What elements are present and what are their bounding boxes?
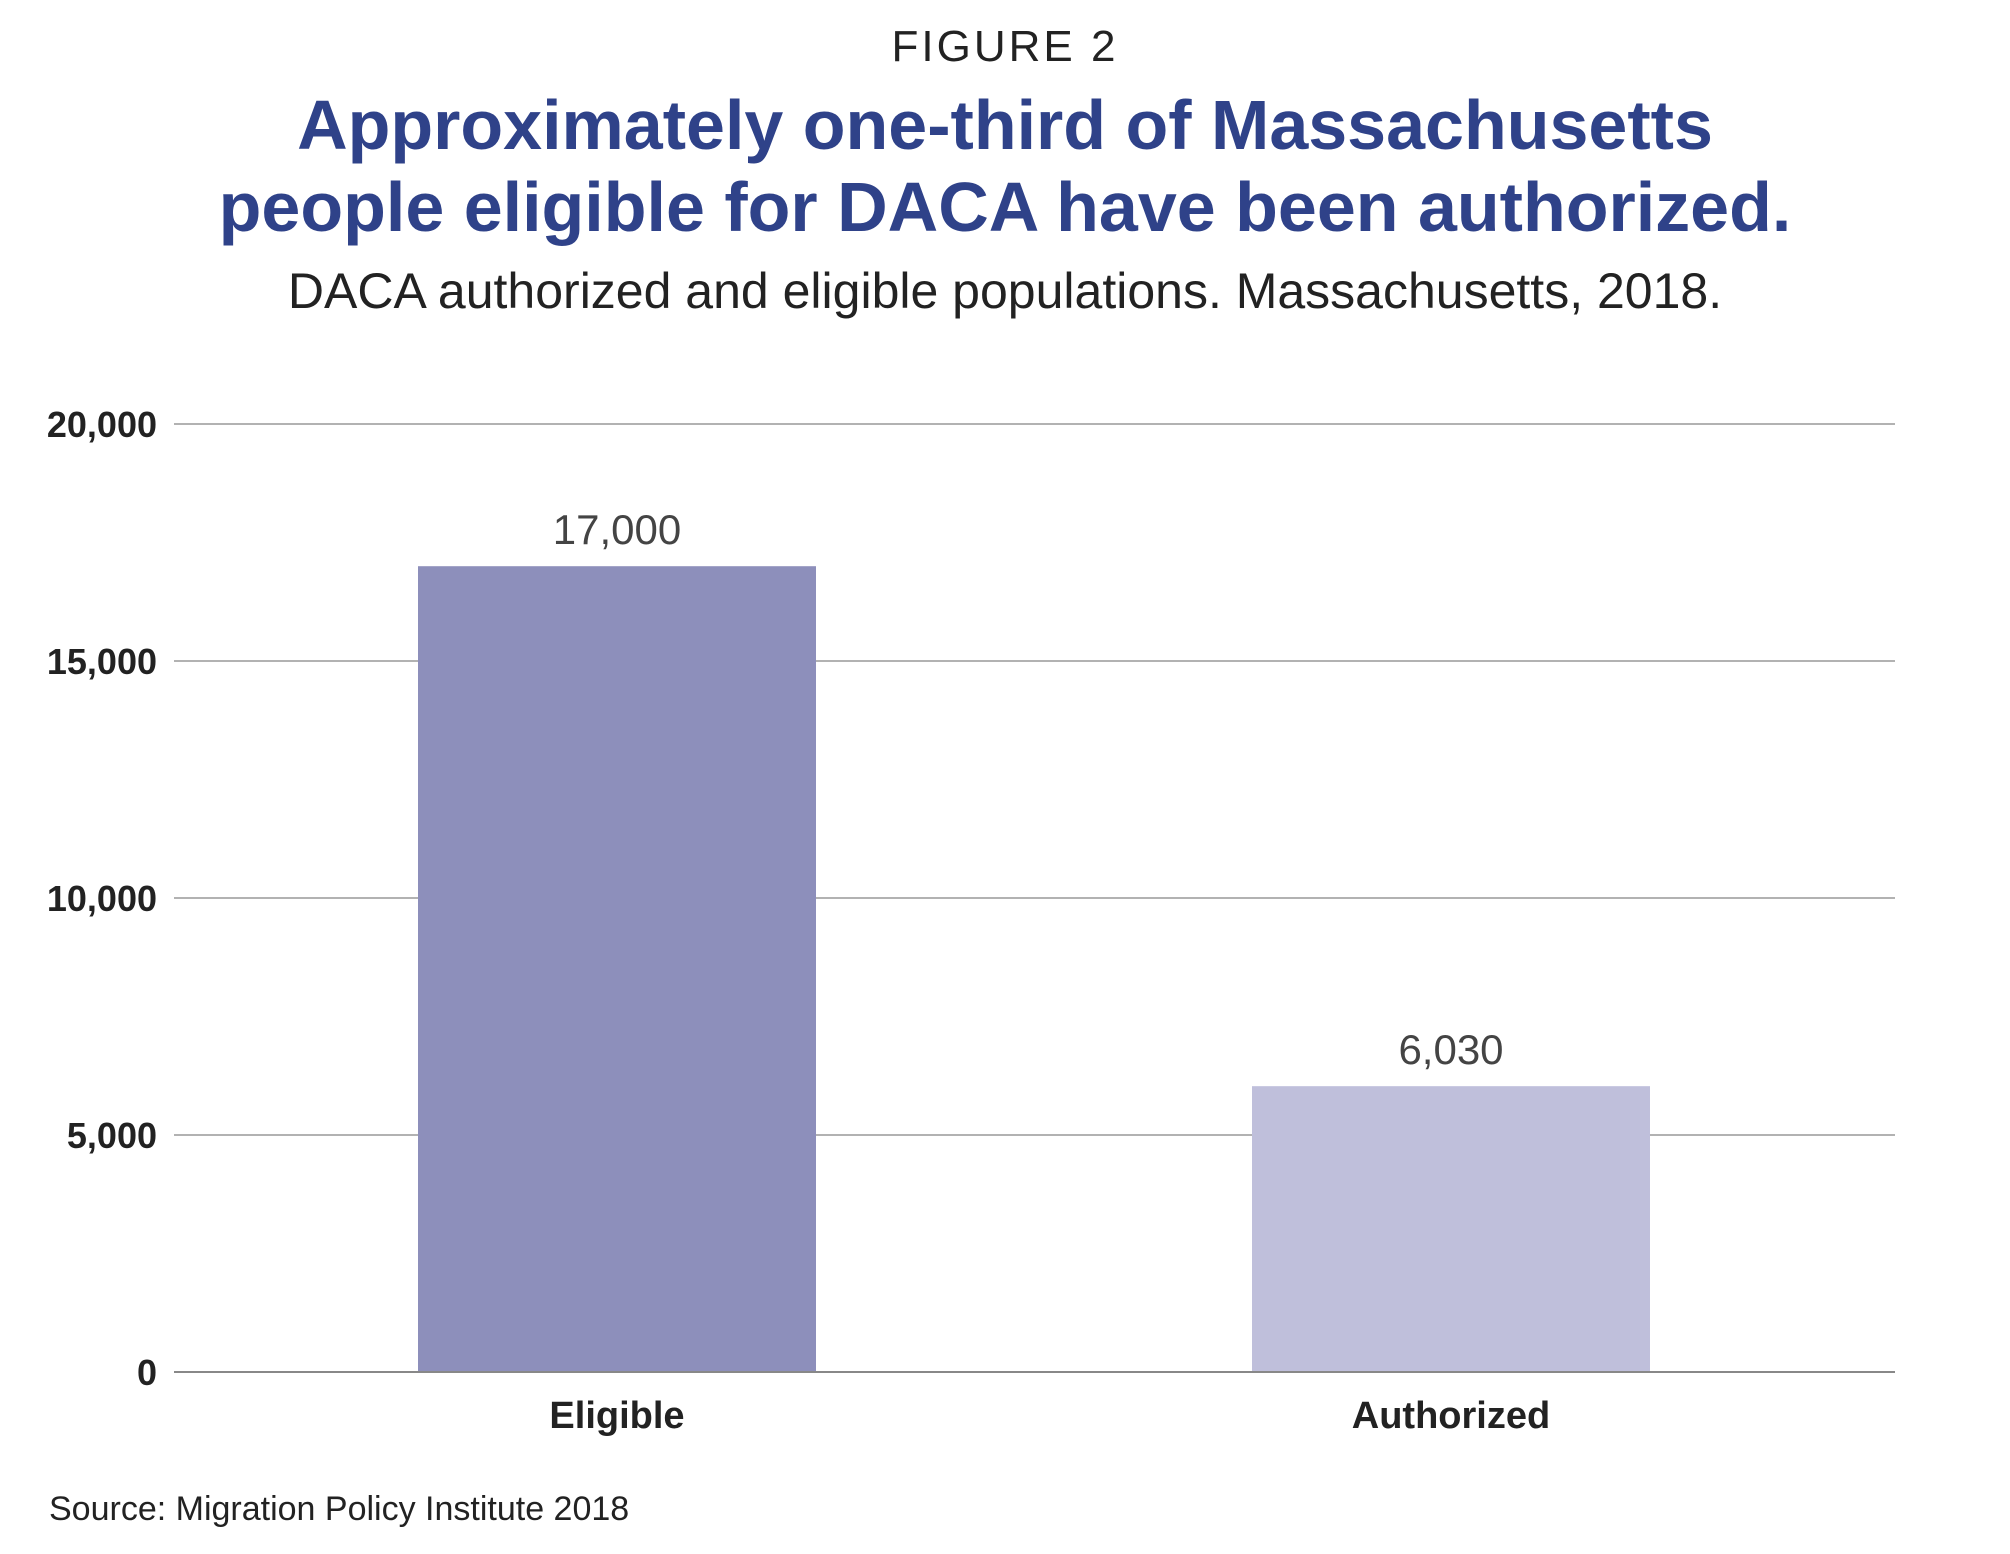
y-tick-label: 15,000: [47, 641, 157, 682]
chart-subtitle: DACA authorized and eligible populations…: [287, 263, 1723, 319]
chart-title-line-1: Approximately one-third of Massachusetts: [297, 86, 1713, 164]
data-label: 17,000: [553, 506, 681, 553]
figure-label: FIGURE 2: [891, 22, 1119, 71]
chart-title-line-2: people eligible for DACA have been autho…: [218, 168, 1792, 246]
data-label: 6,030: [1398, 1026, 1503, 1073]
bar-eligible: [418, 566, 816, 1372]
source-note: Source: Migration Policy Institute 2018: [49, 1490, 630, 1528]
y-tick-label: 5,000: [67, 1115, 157, 1156]
chart-title: Approximately one-third of Massachusetts…: [0, 84, 2010, 248]
x-tick-label: Eligible: [549, 1395, 684, 1437]
x-tick-label: Authorized: [1352, 1395, 1550, 1437]
y-tick-label: 10,000: [47, 878, 157, 919]
y-tick-label: 0: [137, 1352, 157, 1393]
bar-authorized: [1252, 1086, 1650, 1372]
y-tick-label: 20,000: [47, 404, 157, 445]
